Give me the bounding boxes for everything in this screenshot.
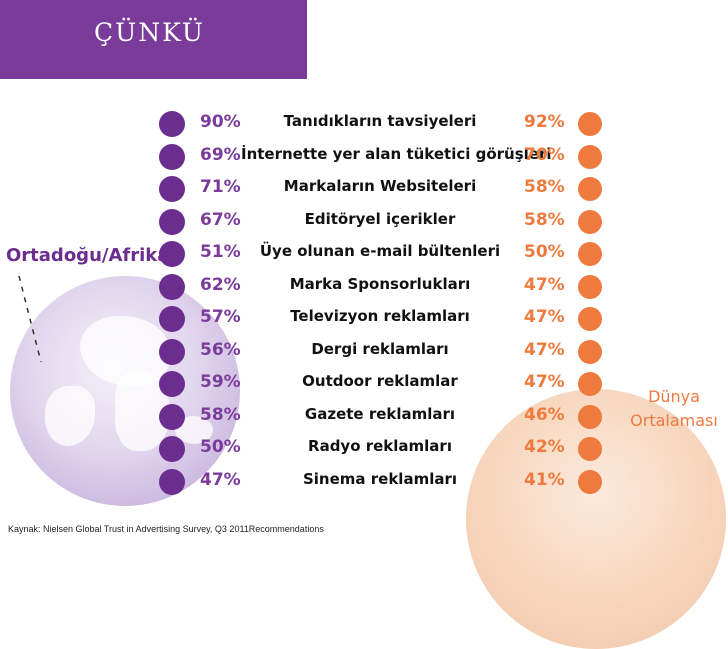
left-dot-icon [159,143,185,170]
right-percentage: 41% [524,469,565,490]
left-percentage: 62% [200,274,241,295]
right-dot-icon [578,144,602,169]
left-percentage: 90% [200,112,241,132]
left-percentage: 56% [200,339,241,360]
right-dot-icon [578,469,602,494]
left-dot-icon [159,208,185,235]
right-percentage: 46% [524,404,565,425]
left-dot-icon [159,241,185,267]
channel-label: Televizyon reklamları [290,307,470,325]
left-dot-icon [159,371,185,397]
left-region-label: Ortadoğu/Afrika [6,245,170,266]
left-percentage: 59% [200,372,241,392]
channel-label: Outdoor reklamlar [302,372,458,390]
left-percentage: 50% [200,437,241,457]
left-percentage: 51% [200,242,241,262]
comparison-row: 50% Radyo reklamları 42% [0,433,728,465]
region-pointer-line [18,275,42,363]
right-percentage: 47% [524,274,565,295]
channel-label: Gazete reklamları [304,404,456,423]
right-dot-icon [578,404,602,429]
comparison-row: 62% Marka Sponsorlukları 47% [0,271,728,303]
left-dot-icon [159,306,185,332]
left-dot-icon [159,273,185,300]
title-banner: ÇÜNKÜ [0,0,307,79]
comparison-row: 47% Sinema reklamları 41% [0,466,728,498]
globe-landmass [45,386,95,446]
right-dot-icon [578,339,602,364]
right-dot-icon [578,307,602,331]
left-dot-icon [159,338,185,365]
channel-label: Üye olunan e-mail bültenleri [259,242,501,260]
right-percentage: 47% [524,307,565,327]
right-dot-icon [578,372,602,396]
source-citation: Kaynak: Nielsen Global Trust in Advertis… [8,524,324,534]
right-percentage: 58% [524,177,565,197]
right-percentage: 47% [524,339,565,360]
right-percentage: 47% [524,372,565,392]
left-dot-icon [159,111,185,137]
right-dot-icon [578,209,602,234]
comparison-row: 57% Televizyon reklamları 47% [0,303,728,335]
right-dot-icon [578,112,602,136]
channel-label: Radyo reklamları [308,437,452,455]
left-dot-icon [159,436,185,462]
right-dot-icon [578,437,602,461]
right-percentage: 42% [524,437,565,457]
channel-label: İnternette yer alan tüketici görüşleri [241,144,552,163]
right-percentage: 92% [524,112,565,132]
right-dot-icon [578,274,602,299]
channel-label: Dergi reklamları [311,339,449,358]
left-percentage: 57% [200,307,241,327]
channel-label: Editöryel içerikler [304,209,456,228]
left-percentage: 69% [200,144,241,165]
right-region-label-line1: Dünya [648,387,700,406]
comparison-row: 90% Tanıdıkların tavsiyeleri 92% [0,108,728,140]
comparison-row: 51% Üye olunan e-mail bültenleri 50% [0,238,728,270]
comparison-row: 71% Markaların Websiteleri 58% [0,173,728,205]
left-percentage: 47% [200,469,241,490]
right-percentage: 70% [524,144,565,165]
comparison-row: 56% Dergi reklamları 47% [0,336,728,368]
channel-label: Marka Sponsorlukları [289,274,471,293]
right-percentage: 58% [524,209,565,230]
right-dot-icon [578,177,602,201]
left-dot-icon [159,176,185,202]
channel-label: Markaların Websiteleri [283,177,477,195]
comparison-row: 59% Outdoor reklamlar 47% [0,368,728,400]
right-dot-icon [578,242,602,266]
channel-label: Sinema reklamları [302,469,457,488]
right-region-label: Dünya Ortalaması [620,385,728,433]
right-percentage: 50% [524,242,565,262]
page-title: ÇÜNKÜ [94,18,205,47]
left-percentage: 58% [200,404,241,425]
left-dot-icon [159,403,185,430]
right-region-label-line2: Ortalaması [630,411,718,430]
left-dot-icon [159,468,185,495]
channel-label: Tanıdıkların tavsiyeleri [283,112,477,130]
left-percentage: 71% [200,177,241,197]
comparison-row: 69% İnternette yer alan tüketici görüşle… [0,141,728,173]
comparison-row: 67% Editöryel içerikler 58% [0,206,728,238]
left-percentage: 67% [200,209,241,230]
comparison-row: 58% Gazete reklamları 46% [0,401,728,433]
